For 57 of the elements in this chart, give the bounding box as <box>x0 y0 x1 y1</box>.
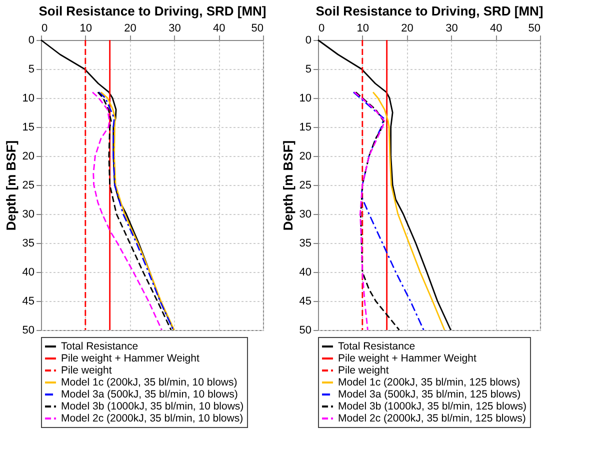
y-axis-title: Depth [m BSF] <box>280 140 296 231</box>
x-tick-label: 0 <box>42 22 48 34</box>
y-tick-label: 30 <box>22 208 34 220</box>
y-tick-label: 35 <box>299 238 312 250</box>
x-tick-label: 20 <box>401 22 414 34</box>
x-tick-label: 40 <box>212 22 226 34</box>
x-tick-label: 50 <box>251 22 264 34</box>
y-tick-label: 10 <box>299 92 312 104</box>
legend-label: Model 1c (200kJ, 35 bl/min, 10 blows) <box>61 376 238 388</box>
x-tick-label: 0 <box>318 22 325 34</box>
x-tick-label: 40 <box>490 22 502 34</box>
legend-label: Model 3b (1000kJ, 35 bl/min, 10 blows) <box>61 400 244 412</box>
line-series <box>352 92 424 331</box>
legend-label: Model 3a (500kJ, 35 bl/min, 10 blows) <box>61 388 238 400</box>
y-tick-label: 45 <box>299 296 312 308</box>
legend-label: Pile weight <box>338 364 389 376</box>
legend-label: Model 3a (500kJ, 35 bl/min, 125 blows) <box>338 388 521 400</box>
x-tick-label: 50 <box>528 22 540 34</box>
legend-label: Total Resistance <box>61 340 138 352</box>
legend-label: Pile weight + Hammer Weight <box>61 352 200 364</box>
legend-label: Total Resistance <box>338 340 416 352</box>
legend-label: Pile weight + Hammer Weight <box>338 352 476 364</box>
line-series <box>372 92 446 331</box>
y-tick-label: 45 <box>22 296 34 308</box>
line-series <box>355 92 400 331</box>
legend-label: Model 2c (2000kJ, 35 bl/min, 10 blows) <box>61 412 244 424</box>
x-tick-label: 10 <box>80 22 92 34</box>
line-series <box>92 92 162 331</box>
x-tick-label: 30 <box>446 22 458 34</box>
y-tick-label: 25 <box>299 180 312 192</box>
line-series <box>354 92 386 331</box>
y-tick-label: 35 <box>22 238 34 250</box>
y-tick-label: 40 <box>22 266 34 278</box>
y-tick-label: 10 <box>22 92 34 104</box>
legend-label: Model 1c (200kJ, 35 bl/min, 125 blows) <box>338 376 520 388</box>
legend-label: Model 2c (2000kJ, 35 bl/min, 125 blows) <box>338 412 526 424</box>
x-tick-label: 20 <box>124 22 136 34</box>
y-tick-label: 50 <box>22 324 34 336</box>
x-axis-title: Soil Resistance to Driving, SRD [MN] <box>38 4 266 18</box>
x-tick-label: 30 <box>168 22 181 34</box>
y-tick-label: 0 <box>305 34 312 46</box>
y-tick-label: 40 <box>299 266 312 278</box>
y-tick-label: 0 <box>28 34 34 46</box>
y-tick-label: 30 <box>299 208 312 220</box>
legend-label: Model 3b (1000kJ, 35 bl/min, 125 blows) <box>338 400 527 412</box>
y-axis-title: Depth [m BSF] <box>3 140 18 231</box>
y-tick-label: 5 <box>28 64 34 76</box>
y-tick-label: 5 <box>305 64 312 76</box>
y-tick-label: 15 <box>22 122 34 134</box>
y-tick-label: 50 <box>299 324 312 336</box>
x-axis-title: Soil Resistance to Driving, SRD [MN] <box>316 4 544 18</box>
y-tick-label: 25 <box>22 180 34 192</box>
legend-label: Pile weight <box>61 364 112 376</box>
y-tick-label: 15 <box>299 122 312 134</box>
y-tick-label: 20 <box>22 150 34 162</box>
x-tick-label: 10 <box>356 22 370 34</box>
y-tick-label: 20 <box>299 150 312 162</box>
